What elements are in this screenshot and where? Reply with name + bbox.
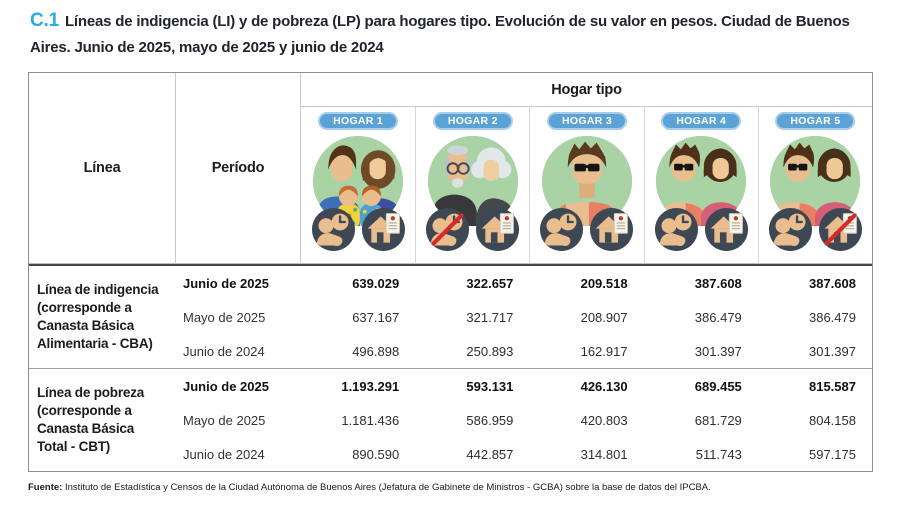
value-cell: 209.518: [580, 275, 628, 291]
value-cell: 387.608: [694, 275, 742, 291]
value-cell: 387.608: [808, 275, 856, 291]
value-cell: 593.131: [466, 378, 514, 394]
active-worker-icon: [539, 207, 584, 252]
value-cell: 162.917: [580, 343, 628, 359]
value-cell: 586.959: [466, 412, 514, 428]
header-body-divider: [29, 263, 872, 266]
homeowner-icon: [361, 207, 406, 252]
table-title: C.1 Líneas de indigencia (LI) y de pobrez…: [30, 6, 870, 60]
period-cell: Junio de 2025: [183, 378, 269, 394]
value-cell: 386.479: [694, 309, 742, 325]
value-cell: 890.590: [352, 446, 400, 462]
value-cell: 250.893: [466, 343, 514, 359]
hogar-4-column-header: HOGAR 4: [643, 107, 758, 263]
inactive-worker-icon: [425, 207, 470, 252]
linea-label: Línea de pobreza (corresponde a Canasta …: [37, 385, 145, 454]
source-label: Fuente:: [28, 482, 63, 493]
hogar-3-column-header: HOGAR 3: [529, 107, 643, 263]
active-worker-icon: [654, 207, 699, 252]
homeowner-icon: [704, 207, 749, 252]
value-cell: 321.717: [466, 309, 514, 325]
column-header-hogar-tipo: Hogar tipo: [301, 73, 872, 107]
value-cell: 815.587: [808, 378, 856, 394]
table-code: C.1: [30, 10, 59, 31]
period-cell: Mayo de 2025: [183, 309, 266, 325]
value-cell: 804.158: [808, 412, 856, 428]
value-cell: 322.657: [466, 275, 514, 291]
red-slash: [431, 213, 464, 246]
value-cell: 442.857: [466, 446, 514, 462]
linea-label: Línea de indigencia (corresponde a Canas…: [37, 282, 159, 351]
column-header-linea: Línea: [29, 73, 176, 263]
value-cell: 597.175: [808, 446, 856, 462]
value-cell: 386.479: [808, 309, 856, 325]
red-slash: [824, 213, 857, 246]
source-note: Fuente: Instituto de Estadística y Censo…: [28, 482, 878, 493]
value-cell: 689.455: [694, 378, 742, 394]
hogar-5-column-header: HOGAR 5: [757, 107, 872, 263]
value-cell: 496.898: [352, 343, 400, 359]
hogar-2-badge: HOGAR 2: [432, 112, 513, 130]
value-cell: 420.803: [580, 412, 628, 428]
value-cell: 301.397: [694, 343, 742, 359]
hogar-4-badge: HOGAR 4: [661, 112, 742, 130]
hogar-5-badge: HOGAR 5: [775, 112, 856, 130]
value-cell: 1.193.291: [341, 378, 400, 394]
period-cell: Junio de 2024: [183, 446, 265, 462]
value-cell: 511.743: [695, 446, 742, 462]
value-cell: 681.729: [694, 412, 742, 428]
hogar-1-column-header: HOGAR 1: [301, 107, 415, 263]
table-header: Línea Período Hogar tipo HOGAR 1 HOGAR 2: [29, 73, 872, 263]
poverty-row-group: Línea de pobreza (corresponde a Canasta …: [29, 368, 872, 471]
indigence-row-group: Línea de indigencia (corresponde a Canas…: [29, 266, 872, 368]
value-cell: 637.167: [352, 309, 400, 325]
value-cell: 301.397: [808, 343, 856, 359]
active-worker-icon: [768, 207, 813, 252]
value-cell: 208.907: [580, 309, 628, 325]
active-worker-icon: [311, 207, 356, 252]
column-header-periodo: Período: [176, 73, 301, 263]
hogar-3-badge: HOGAR 3: [547, 112, 627, 130]
homeowner-icon: [589, 207, 634, 252]
period-cell: Junio de 2025: [183, 275, 269, 291]
period-cell: Mayo de 2025: [183, 412, 266, 428]
data-table: Línea Período Hogar tipo HOGAR 1 HOGAR 2: [28, 72, 873, 472]
value-cell: 426.130: [580, 378, 628, 394]
value-cell: 1.181.436: [341, 412, 400, 428]
homeowner-icon: [475, 207, 520, 252]
source-text: Instituto de Estadística y Censos de la …: [62, 482, 711, 493]
hogar-2-column-header: HOGAR 2: [415, 107, 529, 263]
value-cell: 314.801: [580, 446, 628, 462]
renter-icon: [818, 207, 863, 252]
period-cell: Junio de 2024: [183, 343, 265, 359]
hogar-1-badge: HOGAR 1: [318, 112, 399, 130]
value-cell: 639.029: [352, 275, 400, 291]
table-title-text: Líneas de indigencia (LI) y de pobreza (…: [30, 13, 850, 57]
